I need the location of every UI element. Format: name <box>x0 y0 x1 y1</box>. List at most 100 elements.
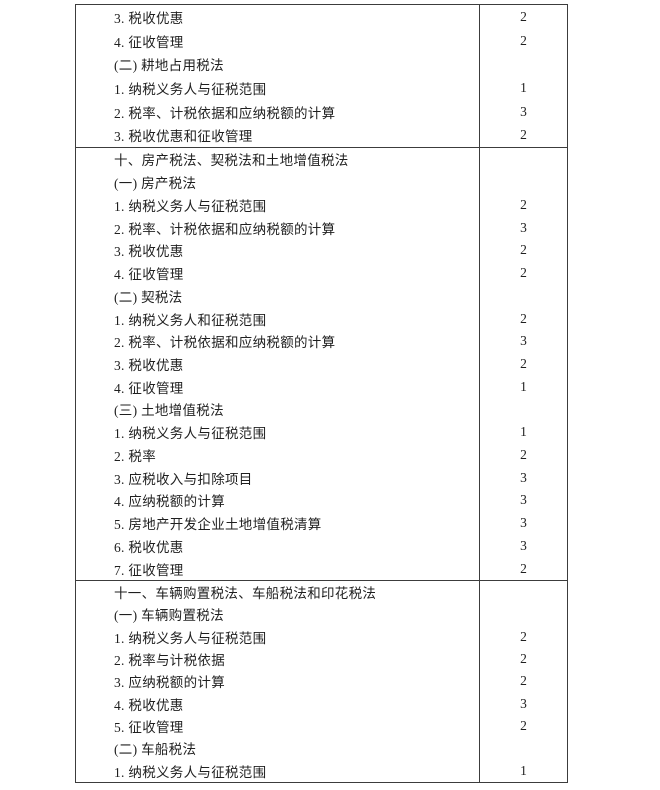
score-cell: 3 <box>479 99 567 124</box>
table-row: 4. 税收优惠 3 <box>76 692 567 715</box>
topic-cell: 3. 应纳税额的计算 <box>114 675 225 691</box>
topic-cell: (二) 契税法 <box>114 289 183 305</box>
score-cell: 2 <box>479 5 567 29</box>
topic-cell: 3. 税收优惠 <box>114 244 184 260</box>
score-cell: 2 <box>479 443 567 467</box>
score-cell: 3 <box>479 534 567 558</box>
table-row: 4. 征收管理 1 <box>76 375 567 399</box>
score-cell: 2 <box>479 625 567 648</box>
score-cell: 2 <box>479 238 567 262</box>
score-cell: 3 <box>479 466 567 490</box>
topic-cell: 4. 应纳税额的计算 <box>114 494 225 510</box>
table-row: 2. 税率 2 <box>76 443 567 467</box>
score-cell: 1 <box>479 375 567 399</box>
score-cell: 2 <box>479 123 567 148</box>
topic-cell: 2. 税率、计税依据和应纳税额的计算 <box>114 335 336 351</box>
topic-cell: 4. 征收管理 <box>114 267 184 283</box>
topic-cell: (三) 土地增值税法 <box>114 403 224 419</box>
score-cell: 1 <box>479 420 567 444</box>
score-cell: 3 <box>479 329 567 353</box>
score-cell: 2 <box>479 647 567 671</box>
table-row: 1. 纳税义务人与征税范围 2 <box>76 193 567 217</box>
topic-cell: 2. 税率、计税依据和应纳税额的计算 <box>114 221 336 237</box>
score-cell: 1 <box>479 759 567 782</box>
table-row: 3. 应税收入与扣除项目 3 <box>76 466 567 490</box>
table-row: 1. 纳税义务人和征税范围 2 <box>76 307 567 330</box>
table-row: 十、房产税法、契税法和土地增值税法 <box>76 148 567 171</box>
table-section: 十一、车辆购置税法、车船税法和印花税法 (一) 车辆购置税法 1. 纳税义务人与征税… <box>76 580 567 782</box>
table-row: 7. 征收管理 2 <box>76 557 567 580</box>
score-cell: 3 <box>479 489 567 512</box>
topic-cell: 十、房产税法、契税法和土地增值税法 <box>114 153 349 169</box>
topic-cell: 5. 征收管理 <box>114 720 184 736</box>
table-row: 2. 税率、计税依据和应纳税额的计算 3 <box>76 216 567 239</box>
score-cell: 2 <box>479 352 567 376</box>
table-row: 1. 纳税义务人与征税范围 1 <box>76 76 567 100</box>
table-row: (二) 耕地占用税法 <box>76 52 567 77</box>
score-cell: 3 <box>479 511 567 535</box>
table-row: 4. 应纳税额的计算 3 <box>76 489 567 512</box>
table-row: 2. 税率、计税依据和应纳税额的计算 3 <box>76 329 567 353</box>
topic-cell: (二) 车船税法 <box>114 742 197 758</box>
topic-cell: 1. 纳税义务人与征税范围 <box>114 764 267 780</box>
table-row: 3. 税收优惠 2 <box>76 238 567 262</box>
topic-cell: 1. 纳税义务人与征税范围 <box>114 198 267 214</box>
score-cell: 3 <box>479 216 567 239</box>
topic-cell: 5. 房地产开发企业土地增值税清算 <box>114 517 322 533</box>
topic-cell: 3. 税收优惠 <box>114 10 184 26</box>
topic-cell: 2. 税率 <box>114 448 156 464</box>
topic-cell: 1. 纳税义务人和征税范围 <box>114 312 267 328</box>
topic-cell: 1. 纳税义务人与征税范围 <box>114 426 267 442</box>
score-cell: 2 <box>479 557 567 580</box>
topic-cell: 2. 税率与计税依据 <box>114 653 225 669</box>
table-row: 1. 纳税义务人与征税范围 1 <box>76 420 567 444</box>
syllabus-table: 3. 税收优惠 2 4. 征收管理 2 (二) 耕地占用税法 1. 纳税义务人与征税范围 1… <box>75 4 568 783</box>
topic-cell: 2. 税率、计税依据和应纳税额的计算 <box>114 105 336 121</box>
table-row: 十一、车辆购置税法、车船税法和印花税法 <box>76 581 567 604</box>
score-cell: 3 <box>479 692 567 715</box>
table-row: (二) 契税法 <box>76 284 567 308</box>
score-cell: 2 <box>479 193 567 217</box>
table-row: 2. 税率、计税依据和应纳税额的计算 3 <box>76 99 567 124</box>
score-cell: 2 <box>479 670 567 693</box>
topic-cell: (二) 耕地占用税法 <box>114 58 224 74</box>
table-row: 3. 税收优惠和征收管理 2 <box>76 123 567 148</box>
table-row: 5. 征收管理 2 <box>76 714 567 738</box>
topic-cell: 7. 征收管理 <box>114 562 184 578</box>
table-row: (二) 车船税法 <box>76 737 567 760</box>
score-cell <box>479 581 567 604</box>
topic-cell: 1. 纳税义务人与征税范围 <box>114 81 267 97</box>
table-row: 6. 税收优惠 3 <box>76 534 567 558</box>
score-cell <box>479 398 567 421</box>
topic-cell: 1. 纳税义务人与征税范围 <box>114 630 267 646</box>
table-row: 3. 税收优惠 2 <box>76 5 567 29</box>
score-cell: 2 <box>479 28 567 53</box>
score-cell: 1 <box>479 76 567 100</box>
score-cell: 2 <box>479 261 567 285</box>
table-row: 4. 征收管理 2 <box>76 261 567 285</box>
topic-cell: 3. 税收优惠 <box>114 357 184 373</box>
topic-cell: 3. 应税收入与扣除项目 <box>114 471 253 487</box>
table-row: 1. 纳税义务人与征税范围 2 <box>76 625 567 648</box>
score-cell: 2 <box>479 714 567 738</box>
topic-cell: (一) 车辆购置税法 <box>114 608 224 624</box>
table-row: (一) 房产税法 <box>76 170 567 194</box>
topic-cell: 4. 税收优惠 <box>114 697 184 713</box>
score-cell <box>479 170 567 194</box>
score-cell <box>479 284 567 308</box>
table-row: 4. 征收管理 2 <box>76 28 567 53</box>
table-row: 5. 房地产开发企业土地增值税清算 3 <box>76 511 567 535</box>
topic-cell: 6. 税收优惠 <box>114 539 184 555</box>
table-row: 2. 税率与计税依据 2 <box>76 647 567 671</box>
score-cell: 2 <box>479 307 567 330</box>
topic-cell: 十一、车辆购置税法、车船税法和印花税法 <box>114 586 377 602</box>
table-row: 1. 纳税义务人与征税范围 1 <box>76 759 567 782</box>
score-cell <box>479 737 567 760</box>
table-row: (一) 车辆购置税法 <box>76 603 567 626</box>
score-cell <box>479 52 567 77</box>
score-cell <box>479 603 567 626</box>
table-row: 3. 应纳税额的计算 2 <box>76 670 567 693</box>
topic-cell: 4. 征收管理 <box>114 34 184 50</box>
table-section: 十、房产税法、契税法和土地增值税法 (一) 房产税法 1. 纳税义务人与征税范围 2 2… <box>76 147 567 580</box>
